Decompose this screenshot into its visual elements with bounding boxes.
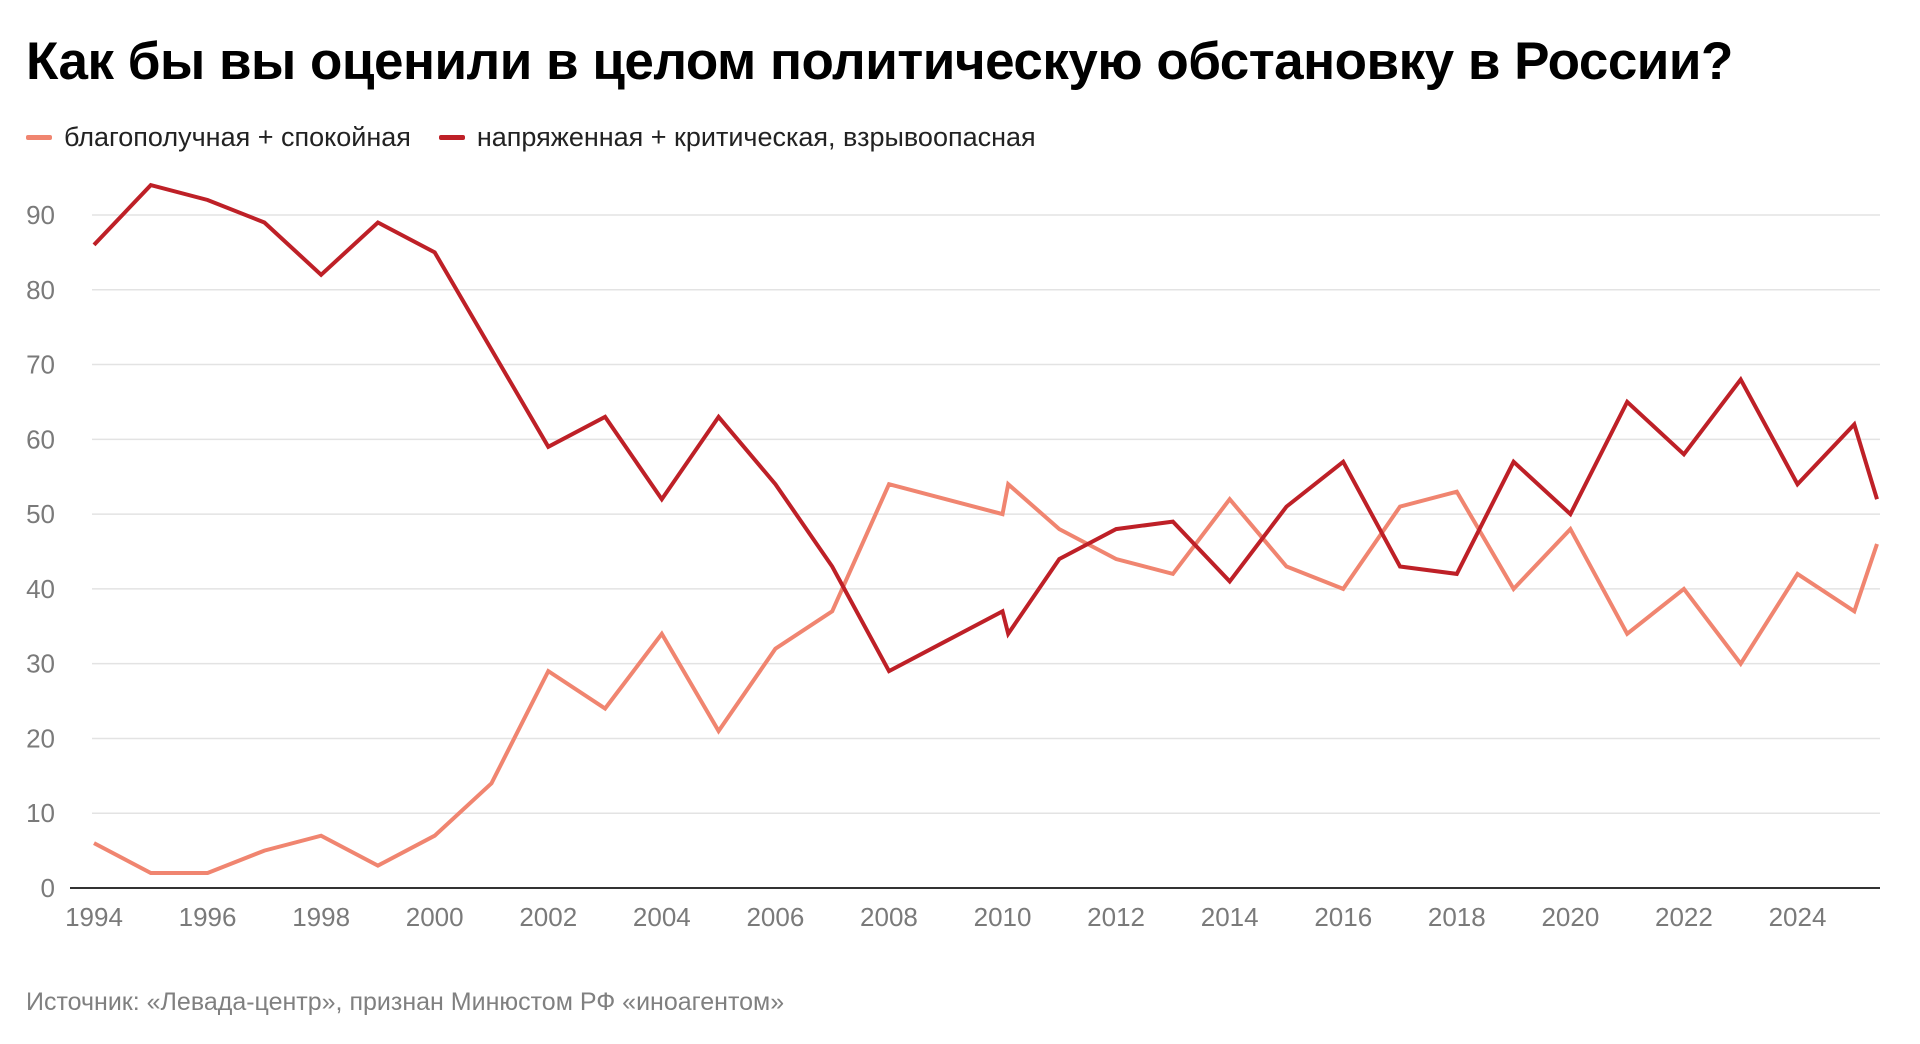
- y-tick-label-80: 80: [26, 275, 55, 305]
- series-lines: [92, 182, 1879, 875]
- legend-swatch-tense: [438, 135, 465, 140]
- x-tick-label-2018: 2018: [1428, 902, 1486, 932]
- series-line-calm: [93, 480, 1879, 875]
- y-tick-label-70: 70: [26, 350, 55, 380]
- y-tick-label-60: 60: [26, 424, 55, 454]
- series-line-tense: [92, 182, 1879, 674]
- y-tick-label-0: 0: [41, 873, 55, 903]
- y-tick-label-20: 20: [26, 723, 55, 753]
- y-tick-label-30: 30: [26, 649, 55, 679]
- x-tick-label-2022: 2022: [1655, 902, 1713, 932]
- legend-label-tense: напряженная + критическая, взрывоопасная: [476, 122, 1036, 152]
- y-tick-label-40: 40: [26, 574, 55, 604]
- grid-lines: [92, 214, 1880, 814]
- x-tick-label-2012: 2012: [1087, 902, 1145, 932]
- x-tick-label-1998: 1998: [292, 902, 350, 932]
- y-tick-label-50: 50: [26, 499, 55, 529]
- legend-item-tense: напряженная + критическая, взрывоопасная: [438, 122, 1036, 153]
- x-tick-label-2006: 2006: [746, 902, 804, 932]
- y-tick-label-10: 10: [26, 798, 55, 828]
- legend-label-calm: благополучная + спокойная: [64, 122, 411, 152]
- x-tick-label-1994: 1994: [65, 902, 123, 932]
- tick-labels: 0 10 20 30 40 50 60 70 80 90 1994 1996 1998 2000 2002 2…: [26, 200, 1826, 932]
- x-tick-label-1996: 1996: [179, 902, 237, 932]
- x-tick-label-2016: 2016: [1314, 902, 1372, 932]
- x-tick-label-2020: 2020: [1541, 902, 1599, 932]
- chart-legend: благополучная + спокойная напряженная + …: [26, 122, 1064, 153]
- legend-swatch-calm: [26, 135, 52, 140]
- source-note: Источник: «Левада-центр», признан Минюст…: [26, 988, 785, 1016]
- chart-title: Как бы вы оценили в целом политическую о…: [26, 32, 1733, 91]
- x-tick-label-2008: 2008: [860, 902, 918, 932]
- legend-item-calm: благополучная + спокойная: [26, 122, 411, 153]
- x-tick-label-2010: 2010: [974, 902, 1032, 932]
- x-tick-label-2002: 2002: [519, 902, 577, 932]
- x-tick-label-2004: 2004: [633, 902, 691, 932]
- y-tick-label-90: 90: [26, 200, 55, 230]
- x-tick-label-2014: 2014: [1201, 902, 1259, 932]
- x-tick-label-2024: 2024: [1769, 902, 1827, 932]
- x-tick-label-2000: 2000: [406, 902, 464, 932]
